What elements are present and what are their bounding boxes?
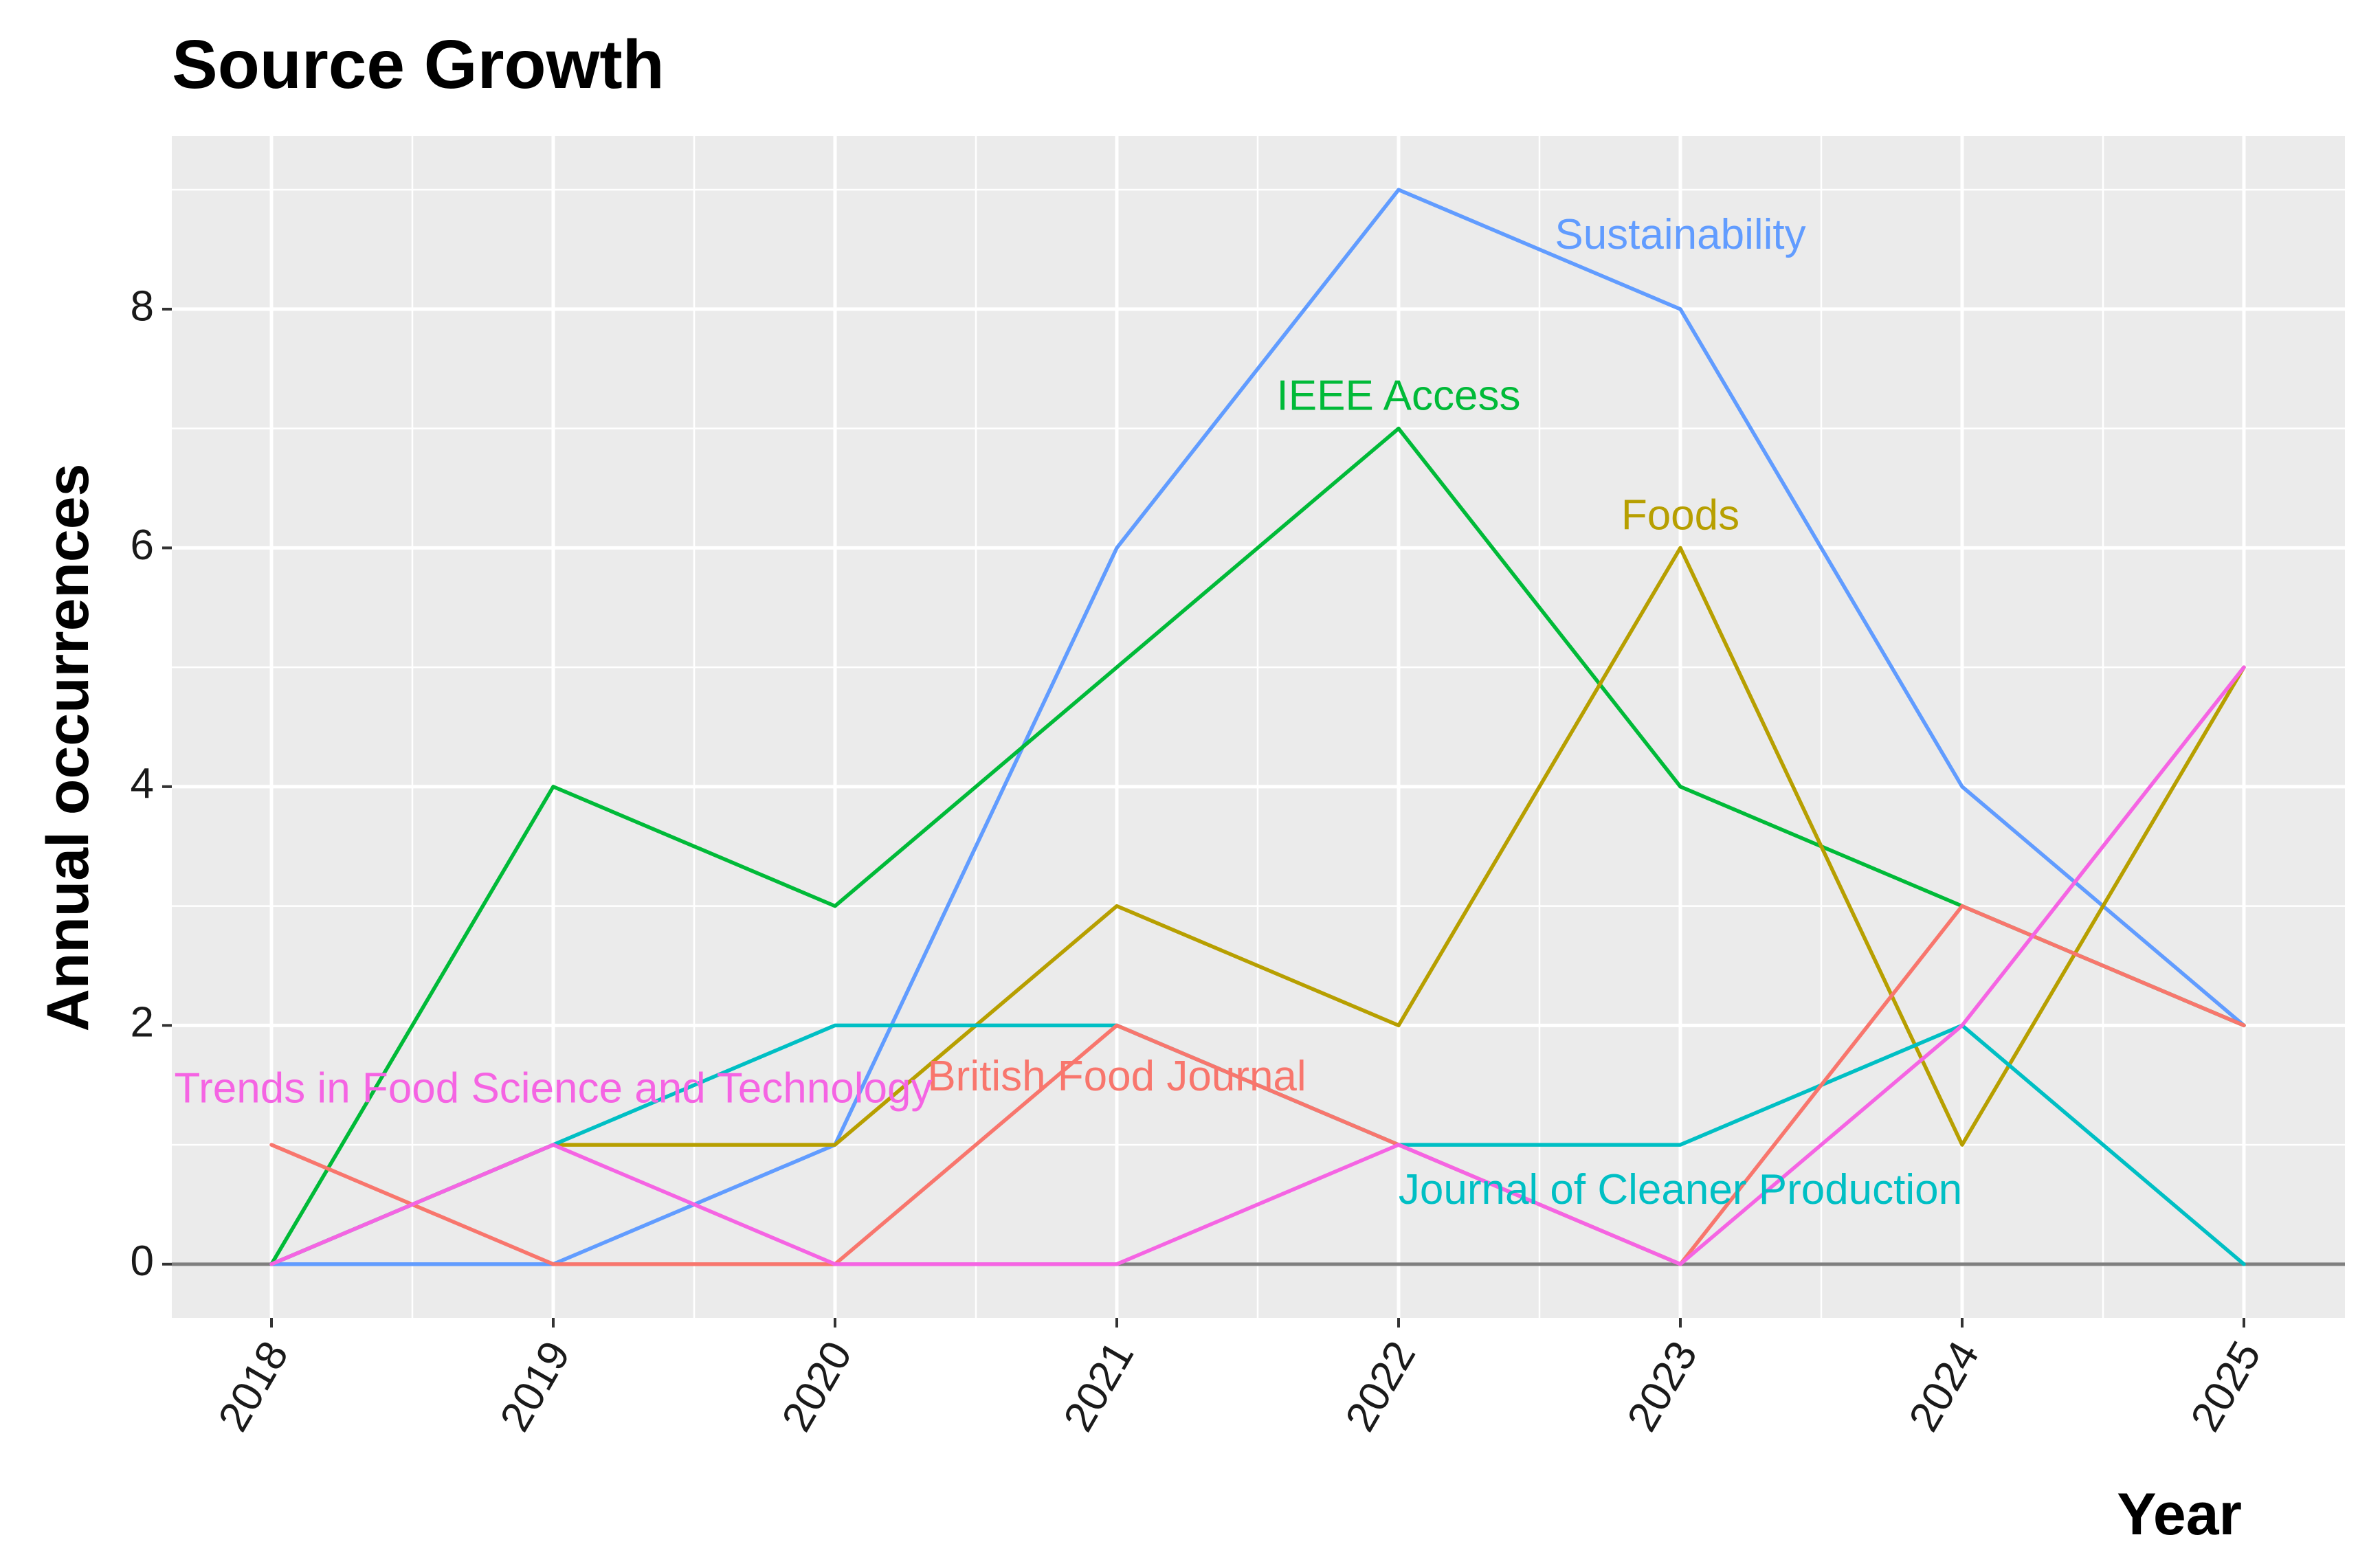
series-line-trends-in-food-science-and-technology bbox=[269, 665, 2246, 1266]
y-tick-label: 8 bbox=[131, 282, 154, 330]
x-axis: 2018 2019 2020 2021 2022 2023 2024 2025 bbox=[210, 1318, 2271, 1440]
series-line-british-food-journal bbox=[269, 904, 2246, 1266]
series-line-sustainability bbox=[269, 188, 2246, 1266]
y-tick-label: 4 bbox=[131, 760, 154, 807]
series-label-journal-of-cleaner-production: Journal of Cleaner Production bbox=[1399, 1166, 1962, 1213]
y-tick-label: 0 bbox=[131, 1237, 154, 1285]
chart-title: Source Growth bbox=[172, 26, 665, 103]
series-label-british-food-journal: British Food Journal bbox=[927, 1053, 1306, 1100]
series-label-foods: Foods bbox=[1621, 491, 1739, 539]
minor-gridlines bbox=[172, 136, 2345, 1318]
x-tick-label: 2021 bbox=[1055, 1334, 1144, 1440]
series-lines bbox=[269, 188, 2246, 1266]
x-tick-label: 2024 bbox=[1900, 1334, 1989, 1440]
x-axis-title: Year bbox=[2117, 1481, 2242, 1547]
x-tick-label: 2025 bbox=[2182, 1334, 2271, 1440]
x-tick-label: 2023 bbox=[1619, 1334, 1707, 1440]
x-tick-label: 2018 bbox=[210, 1334, 298, 1440]
y-tick-label: 6 bbox=[131, 522, 154, 569]
x-tick-label: 2019 bbox=[491, 1334, 580, 1440]
series-label-trends-in-food-science-and-technology: Trends in Food Science and Technology bbox=[175, 1064, 933, 1112]
series-line-ieee-access bbox=[269, 426, 2246, 1266]
y-axis: 0 2 4 6 8 bbox=[131, 282, 172, 1285]
major-gridlines bbox=[172, 136, 2345, 1318]
series-label-sustainability: Sustainability bbox=[1555, 211, 1805, 258]
x-tick-label: 2022 bbox=[1337, 1334, 1425, 1440]
series-label-ieee-access: IEEE Access bbox=[1277, 372, 1521, 420]
y-axis-title: Annual occurrences bbox=[35, 464, 101, 1032]
series-labels: Sustainability IEEE Access Foods Journal of… bbox=[175, 211, 1963, 1213]
x-tick-label: 2020 bbox=[773, 1334, 862, 1440]
y-tick-label: 2 bbox=[131, 999, 154, 1046]
